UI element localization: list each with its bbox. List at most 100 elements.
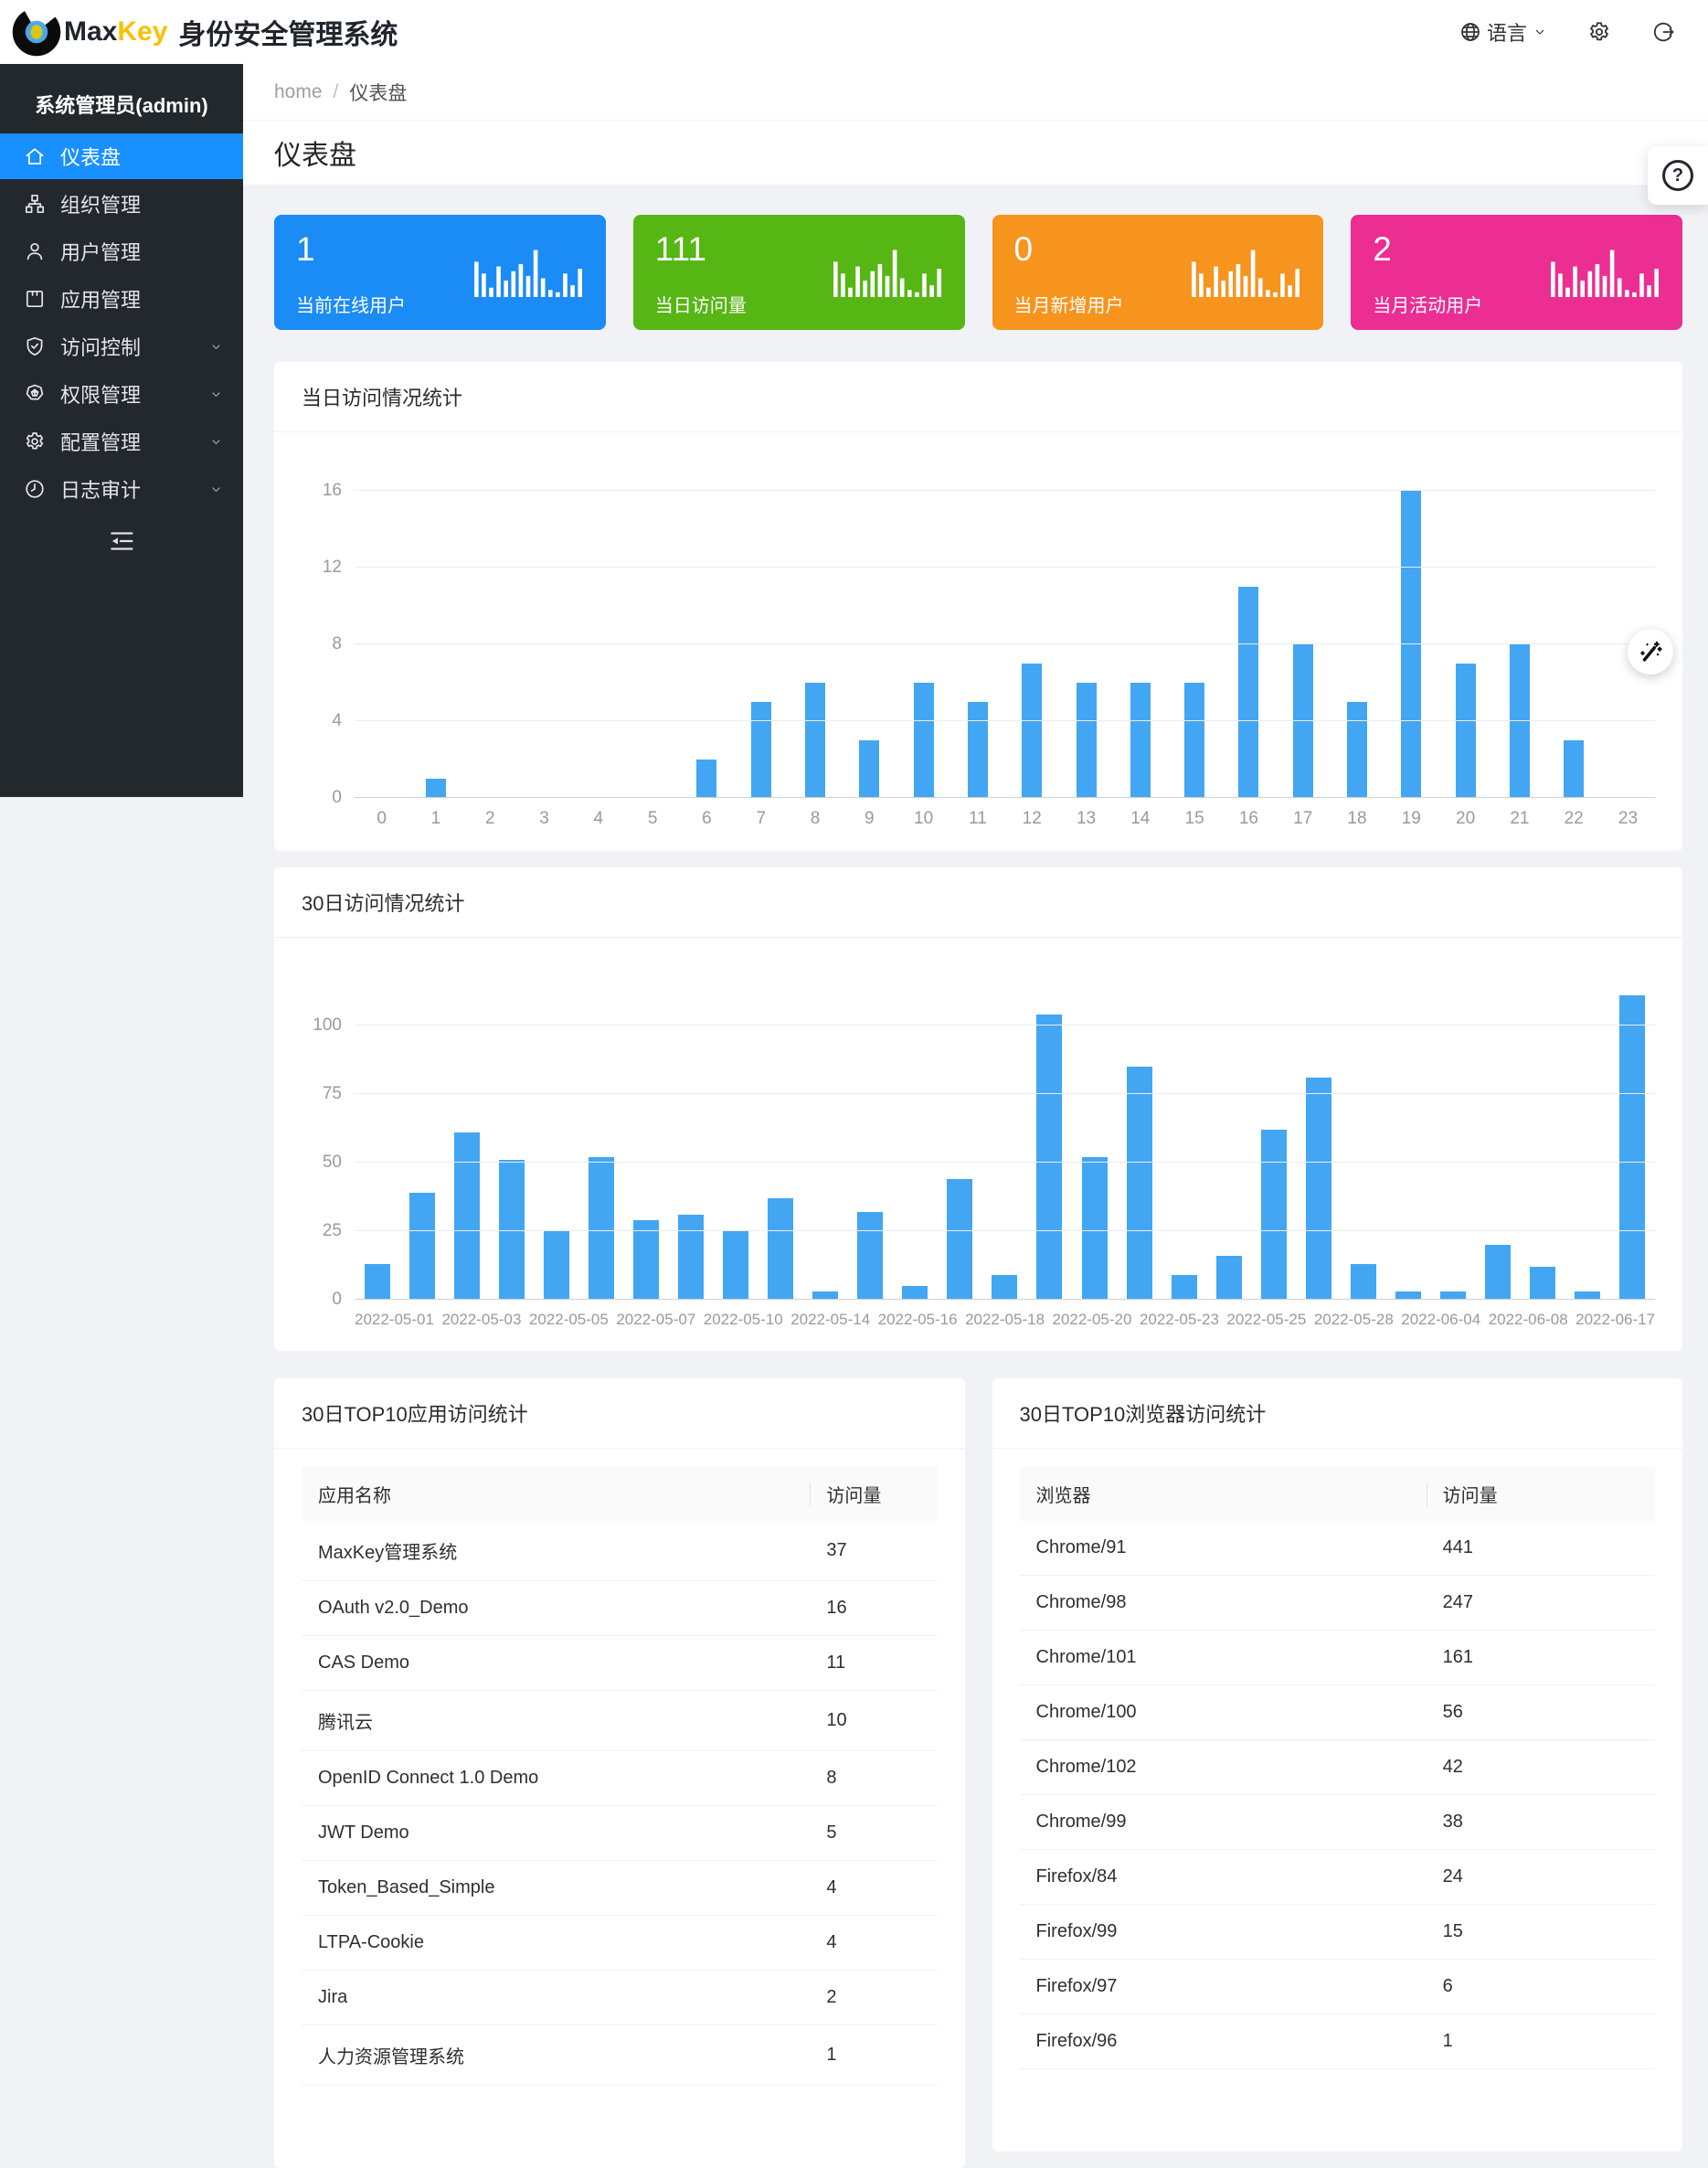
bar	[1395, 1291, 1421, 1300]
sidebar: 系统管理员(admin) 仪表盘 组织管理 用户管理 应用管理 访问控制 权限管理 配置管理…	[0, 64, 243, 797]
bar-slot	[1438, 664, 1492, 798]
language-menu[interactable]: 语言	[1459, 17, 1547, 47]
x-axis-tick-label: 2022-06-08	[1488, 1311, 1568, 1328]
table-cell-value: 1	[810, 2025, 938, 2086]
x-axis-tick-label: 2022-05-25	[1226, 1311, 1307, 1328]
top10-browsers-table: 浏览器 访问量 Chrome/91 441 Chrome/98 247 Chrome/10…	[1019, 1467, 1655, 2069]
y-axis-tick-label: 4	[332, 711, 342, 730]
gridline	[355, 490, 1655, 491]
sidebar-item-label: 权限管理	[60, 384, 142, 407]
brand-suffix: 身份安全管理系统	[178, 20, 398, 50]
table-cell-value: 1	[1426, 2014, 1655, 2069]
sidebar-item-dashboard[interactable]: 仪表盘	[0, 133, 243, 179]
y-axis-tick-label: 100	[313, 1015, 342, 1035]
x-axis-tick-label	[1394, 1311, 1401, 1329]
chevron-down-icon	[209, 483, 223, 496]
menu-fold-icon[interactable]	[107, 526, 136, 556]
sidebar-item-audit-log[interactable]: 日志审计	[0, 466, 243, 512]
globe-icon	[1459, 21, 1481, 43]
table-row: Chrome/98 247	[1019, 1575, 1655, 1631]
settings-gear-button[interactable]	[1587, 20, 1611, 44]
table-cell-name: Chrome/98	[1019, 1575, 1427, 1631]
stat-value: 2	[1373, 230, 1392, 268]
x-axis-tick-label	[1306, 1311, 1313, 1329]
x-axis-tick-label: 2022-06-04	[1401, 1311, 1481, 1328]
table-cell-name: Token_Based_Simple	[302, 1860, 811, 1916]
bar-slot	[1384, 491, 1438, 798]
sidebar-item-organizations[interactable]: 组织管理	[0, 181, 243, 227]
sidebar-item-access-control[interactable]: 访问控制	[0, 324, 243, 369]
table-row: LTPA-Cookie 4	[302, 1915, 938, 1971]
x-axis-tick-label: 12	[1022, 809, 1042, 828]
logout-button[interactable]	[1651, 20, 1675, 44]
x-axis-tick-label: 3	[539, 809, 549, 828]
bar	[1564, 740, 1585, 798]
stat-cards: 1 当前在线用户 111 当日访问量 0 当月新增用户 2 当月活动用户	[274, 215, 1682, 330]
stat-label: 当前在线用户	[296, 296, 406, 316]
x-axis-tick-label: 23	[1618, 809, 1639, 828]
bar	[1215, 1256, 1242, 1300]
bar	[632, 1220, 659, 1300]
bar	[913, 683, 934, 798]
mini-bar-chart-icon	[1192, 248, 1300, 297]
help-button[interactable]: ?	[1648, 146, 1708, 205]
bar-slot	[1276, 644, 1330, 798]
bar	[859, 740, 880, 798]
table-row: CAS Demo 11	[302, 1635, 938, 1691]
bar	[588, 1157, 614, 1300]
bar	[1171, 1275, 1197, 1300]
bar	[1126, 1067, 1152, 1300]
bar-slot	[1162, 1275, 1206, 1300]
x-axis-tick-label: 2022-06-17	[1575, 1311, 1656, 1328]
sidebar-item-permissions[interactable]: 权限管理	[0, 371, 243, 417]
mini-bar-chart-icon	[1551, 248, 1659, 297]
table-row: 人力资源管理系统 1	[302, 2025, 938, 2086]
gridline	[355, 1299, 1655, 1300]
bar	[1305, 1078, 1331, 1300]
table-cell-name: 人力资源管理系统	[302, 2025, 811, 2086]
bar-slot	[1492, 644, 1546, 798]
bar-slot	[1565, 1291, 1610, 1300]
table-cell-name: Chrome/101	[1019, 1630, 1427, 1685]
bar	[543, 1231, 569, 1300]
sidebar-item-applications[interactable]: 应用管理	[0, 276, 243, 322]
bar-slot	[759, 1198, 803, 1300]
table-cell-name: Jira	[302, 1970, 811, 2025]
x-axis-tick-label	[1219, 1311, 1226, 1329]
table-cell-value: 2	[810, 1970, 938, 2025]
bar	[364, 1264, 390, 1300]
table-cell-value: 16	[810, 1580, 938, 1636]
theme-wand-button[interactable]	[1628, 629, 1673, 675]
x-axis-tick-label	[783, 1311, 790, 1329]
bar	[1346, 702, 1367, 798]
table-row: Jira 2	[302, 1970, 938, 2025]
bar	[1485, 1245, 1512, 1300]
daily-visits-chart: 0 4 8 12 16 0 1 2 3 4 5 6 7 8 9 10 11 12 13 14 15 16 17 18 19 20…	[274, 481, 1682, 851]
sidebar-item-users[interactable]: 用户管理	[0, 228, 243, 274]
x-axis-tick-label	[609, 1311, 616, 1329]
bar-slot	[1117, 1067, 1162, 1300]
table-row: Token_Based_Simple 4	[302, 1860, 938, 1916]
bar	[1081, 1157, 1108, 1300]
y-axis-tick-label: 8	[332, 634, 342, 654]
maxkey-logo-icon	[12, 7, 61, 57]
table-cell-value: 10	[810, 1690, 938, 1751]
bar-slot	[1027, 1015, 1072, 1300]
bar	[1260, 1130, 1287, 1300]
x-axis-tick-label: 2022-05-10	[703, 1311, 783, 1328]
x-axis-tick-label: 2022-05-28	[1313, 1311, 1394, 1328]
bar-slot	[848, 1212, 893, 1300]
chevron-down-icon	[209, 388, 223, 401]
x-axis-tick-label: 9	[865, 809, 875, 828]
sidebar-item-configuration[interactable]: 配置管理	[0, 419, 243, 464]
breadcrumb-home[interactable]: home	[274, 80, 323, 102]
bar-slot	[1072, 1157, 1117, 1300]
table-row: OAuth v2.0_Demo 16	[302, 1580, 938, 1636]
x-axis-tick-label: 22	[1564, 809, 1584, 828]
table-column-header: 访问量	[1426, 1467, 1655, 1521]
audit-icon	[24, 478, 46, 500]
table-cell-name: CAS Demo	[302, 1635, 811, 1691]
x-axis-tick-label: 4	[593, 809, 604, 828]
bar	[408, 1193, 435, 1300]
gridline	[355, 1230, 1655, 1231]
